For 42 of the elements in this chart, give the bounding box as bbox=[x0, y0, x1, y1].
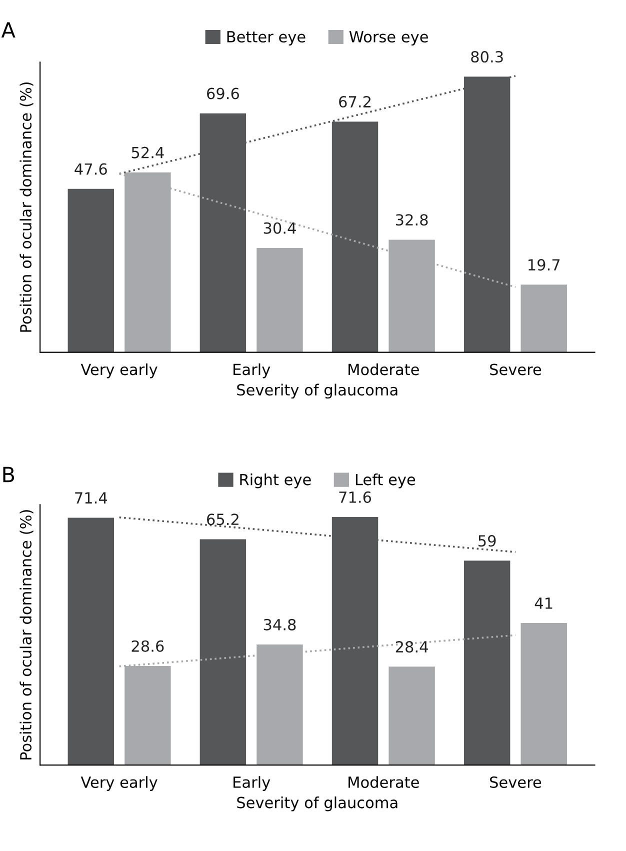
data-label: 30.4 bbox=[264, 222, 296, 234]
x-tick-label: Early bbox=[234, 776, 270, 791]
x-axis-title: Severity of glaucoma bbox=[237, 384, 398, 399]
data-label: 52.4 bbox=[132, 146, 164, 158]
data-label: 47.6 bbox=[74, 163, 107, 175]
bar bbox=[520, 623, 567, 766]
bar bbox=[464, 560, 510, 766]
legend-label: Worse eye bbox=[349, 31, 428, 46]
data-label: 28.6 bbox=[132, 640, 164, 652]
bar bbox=[388, 666, 435, 766]
data-label: 69.6 bbox=[207, 88, 240, 100]
data-label: 59 bbox=[478, 535, 496, 547]
data-label: 32.8 bbox=[396, 214, 428, 226]
data-label: 19.7 bbox=[528, 259, 560, 271]
data-label: 71.6 bbox=[339, 491, 372, 503]
bar bbox=[68, 518, 114, 766]
data-label: 41 bbox=[534, 598, 552, 609]
legend-label: Right eye bbox=[240, 474, 311, 488]
bar bbox=[520, 284, 567, 352]
data-label: 71.4 bbox=[75, 492, 108, 504]
legend-label: Left eye bbox=[356, 474, 416, 488]
data-label: 80.3 bbox=[471, 51, 503, 63]
x-tick-label: Very early bbox=[80, 363, 158, 378]
bar bbox=[68, 188, 114, 352]
x-tick-label: Severe bbox=[490, 364, 542, 376]
x-tick-label: Early bbox=[234, 363, 270, 378]
x-tick-label: Moderate bbox=[348, 776, 419, 788]
x-tick-label: Severe bbox=[490, 776, 542, 788]
x-tick-label: Moderate bbox=[348, 363, 419, 376]
legend-label: Better eye bbox=[227, 31, 306, 46]
chart-title: A bbox=[1, 22, 16, 38]
x-tick-label: Very early bbox=[80, 776, 158, 791]
y-axis-title: Position of ocular dominance (%) bbox=[20, 82, 34, 332]
bar bbox=[200, 539, 246, 766]
x-axis-title: Severity of glaucoma bbox=[237, 796, 398, 812]
bar bbox=[256, 248, 303, 352]
chart-title: B bbox=[3, 466, 14, 482]
data-label: 67.2 bbox=[339, 96, 370, 108]
y-axis-title: Position of ocular dominance (%) bbox=[20, 510, 34, 760]
data-label: 34.8 bbox=[264, 618, 296, 630]
data-label: 28.4 bbox=[396, 641, 428, 653]
data-label: 65.2 bbox=[207, 514, 238, 526]
